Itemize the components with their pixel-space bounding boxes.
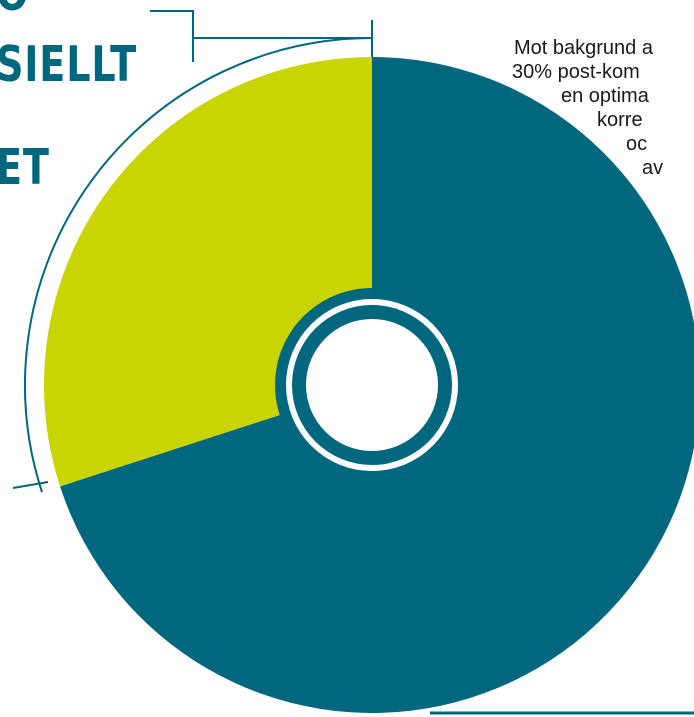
body-text: Mot bakgrund a 30% post-kom en optima ko… [504,36,694,180]
body-line-5: oc [626,133,648,155]
bracket-arc-tick [12,481,49,489]
decor [12,10,694,715]
center-hole [306,319,438,451]
heading-line-1: O [0,0,29,18]
body-line-1: Mot bakgrund a [514,37,653,59]
body-line-3: en optima [561,85,649,107]
heading-line-2: SIELLT [0,36,137,93]
connector-line [150,10,194,62]
bracket-arc [24,37,373,493]
body-line-4: korre [597,109,643,131]
body-line-2: 30% post-kom [512,61,640,83]
heading-line-3: ET [0,139,50,196]
body-line-6: av [642,157,664,179]
pie-center [275,288,469,482]
